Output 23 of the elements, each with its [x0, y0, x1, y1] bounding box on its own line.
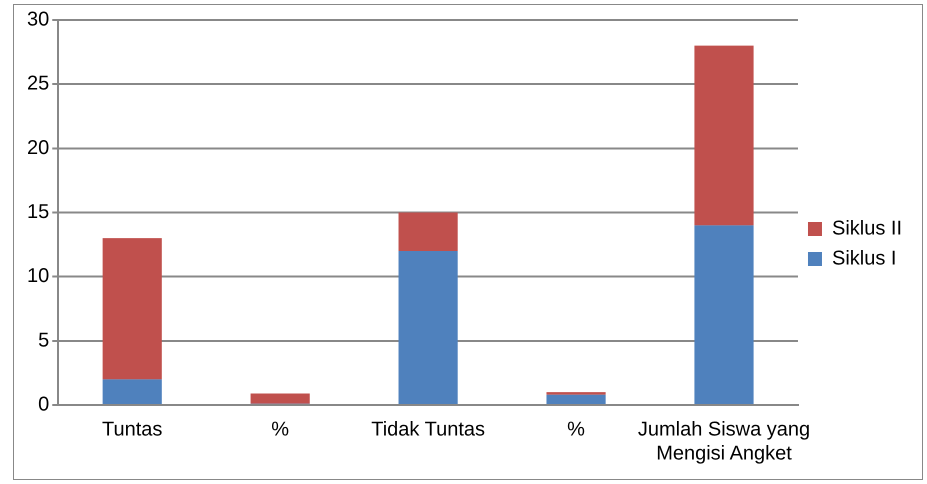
legend-label: Siklus II: [832, 218, 902, 240]
bar: [694, 46, 754, 226]
bar: [546, 394, 606, 404]
bar: [546, 392, 606, 395]
bar: [250, 393, 310, 404]
y-tick-label: 0: [38, 394, 50, 416]
legend-label: Siklus I: [832, 248, 896, 270]
bar: [398, 251, 458, 404]
x-tick-label: %: [567, 418, 586, 441]
x-tick-label: Tidak Tuntas: [371, 418, 485, 441]
y-tick-label: 30: [26, 8, 50, 31]
bar: [102, 238, 162, 380]
y-tick-label: 20: [26, 136, 50, 159]
x-tick-label: Jumlah Siswa yang Mengisi Angket: [638, 418, 810, 465]
x-tick-label: %: [271, 418, 290, 441]
y-tick-label: 5: [38, 329, 50, 352]
bar: [102, 379, 162, 404]
y-tick-label: 10: [26, 265, 50, 288]
bar: [694, 225, 754, 404]
bar: [398, 212, 458, 251]
y-tick-label: 15: [26, 201, 50, 224]
x-tick-label: Tuntas: [102, 418, 162, 441]
y-tick-label: 25: [26, 72, 50, 95]
